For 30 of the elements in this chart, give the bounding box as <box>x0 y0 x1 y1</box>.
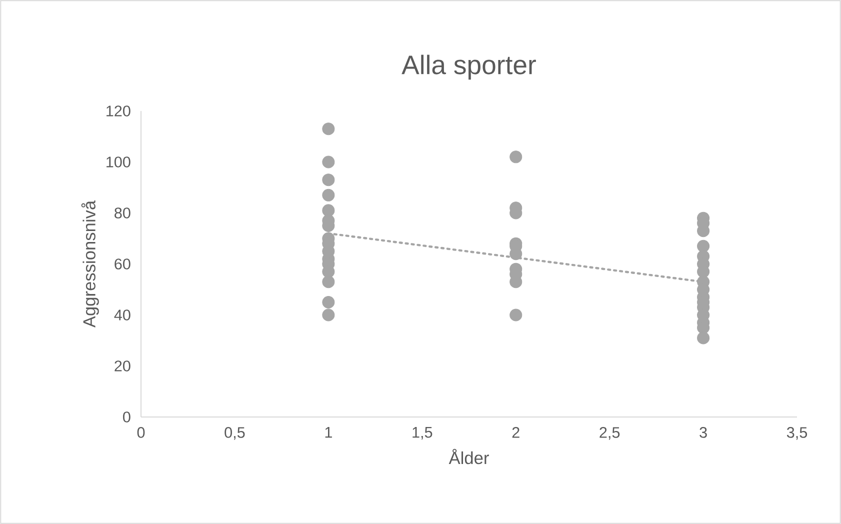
x-tick-label: 0 <box>137 427 145 438</box>
point <box>510 150 522 164</box>
point <box>322 308 335 322</box>
x-tick-label: 0,5 <box>224 427 245 440</box>
point <box>510 308 522 322</box>
x-axis-title: Ålder <box>448 448 489 464</box>
x-tick-label: 2,5 <box>600 427 620 440</box>
point <box>697 240 710 252</box>
point <box>697 332 710 344</box>
point <box>322 276 335 288</box>
x-tick-label: 1,5 <box>412 427 432 440</box>
y-tick-label: 40 <box>114 310 130 320</box>
point <box>322 122 335 136</box>
y-tick-label: 20 <box>114 360 130 372</box>
x-tick-label: 3 <box>700 427 707 438</box>
y-axis-title: Aggressionsnivå <box>81 200 99 328</box>
y-tick-label: 100 <box>106 156 130 168</box>
point <box>322 174 335 186</box>
point <box>322 188 335 202</box>
x-tick-label: 2 <box>512 427 520 438</box>
y-tick-label: 80 <box>114 208 130 218</box>
y-tick-label: 60 <box>114 258 130 270</box>
y-tick-label: 0 <box>123 412 130 422</box>
point <box>322 156 335 168</box>
point <box>322 204 335 217</box>
chart-title: Alla sporter <box>402 54 536 80</box>
x-tick-label: 1 <box>325 427 332 438</box>
x-tick-label: 3,5 <box>786 427 808 440</box>
y-tick-label: 120 <box>106 106 130 116</box>
point <box>322 296 335 309</box>
